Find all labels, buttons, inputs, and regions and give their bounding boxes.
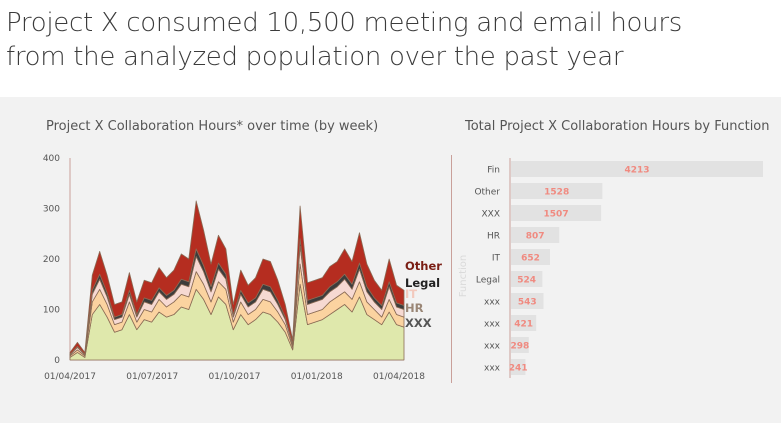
x-tick-label: 01/04/2017 xyxy=(44,372,96,382)
bar-category-label: HR xyxy=(487,232,500,242)
bar-value-label: 652 xyxy=(521,254,540,264)
headline-line-2: from the analyzed population over the pa… xyxy=(6,42,624,72)
bar-category-label: Legal xyxy=(476,276,500,286)
x-tick-label: 01/04/2018 xyxy=(373,372,425,382)
bar-hr xyxy=(511,227,560,243)
series-label-legal: Legal xyxy=(405,276,440,290)
bar-category-label: IT xyxy=(492,254,501,264)
x-tick-label: 01/07/2017 xyxy=(126,372,178,382)
bar-value-label: 807 xyxy=(526,232,545,242)
chart-panel xyxy=(0,97,781,423)
bar-category-label: XXX xyxy=(482,210,501,220)
panel-divider xyxy=(451,155,452,383)
series-label-it: IT xyxy=(405,287,417,301)
bar-xxx xyxy=(511,337,529,353)
bar-y-axis-title: Function xyxy=(458,255,469,298)
bar-chart-title: Total Project X Collaboration Hours by F… xyxy=(465,119,770,134)
bar-category-label: xxx xyxy=(484,342,501,352)
bar-xxx xyxy=(511,315,537,331)
x-tick-label: 01/01/2018 xyxy=(291,372,343,382)
bar-xxx xyxy=(511,359,526,375)
bar-category-label: Other xyxy=(474,188,500,198)
bar-value-label: 241 xyxy=(509,364,528,374)
bar-xxx xyxy=(511,293,544,309)
headline: Project X consumed 10,500 meeting and em… xyxy=(6,6,776,74)
bar-it xyxy=(511,249,550,265)
bar-value-label: 4213 xyxy=(624,166,649,176)
bar-legal xyxy=(511,271,543,287)
bar-category-label: Fin xyxy=(487,166,500,176)
y-tick-label: 0 xyxy=(54,356,60,366)
bar-value-label: 543 xyxy=(518,298,537,308)
headline-line-1: Project X consumed 10,500 meeting and em… xyxy=(6,8,682,38)
bar-value-label: 421 xyxy=(514,320,533,330)
series-label-hr: HR xyxy=(405,301,424,315)
bar-category-label: xxx xyxy=(484,364,501,374)
bar-value-label: 1507 xyxy=(544,210,569,220)
series-label-other: Other xyxy=(405,259,442,273)
bar-other xyxy=(511,183,603,199)
x-tick-label: 01/10/2017 xyxy=(209,372,261,382)
bar-value-label: 1528 xyxy=(544,188,569,198)
area-chart-title: Project X Collaboration Hours* over time… xyxy=(46,119,379,134)
y-tick-label: 200 xyxy=(43,255,60,265)
y-tick-label: 100 xyxy=(43,306,60,316)
y-tick-label: 300 xyxy=(43,205,60,215)
area-series-other xyxy=(69,200,405,355)
series-label-xxx: XXX xyxy=(405,316,432,330)
bar-category-label: xxx xyxy=(484,298,501,308)
bar-value-label: 524 xyxy=(517,276,536,286)
bar-category-label: xxx xyxy=(484,320,501,330)
bar-xxx xyxy=(511,205,602,221)
y-tick-label: 400 xyxy=(43,154,60,164)
bar-fin xyxy=(511,161,763,177)
bar-value-label: 298 xyxy=(511,342,530,352)
